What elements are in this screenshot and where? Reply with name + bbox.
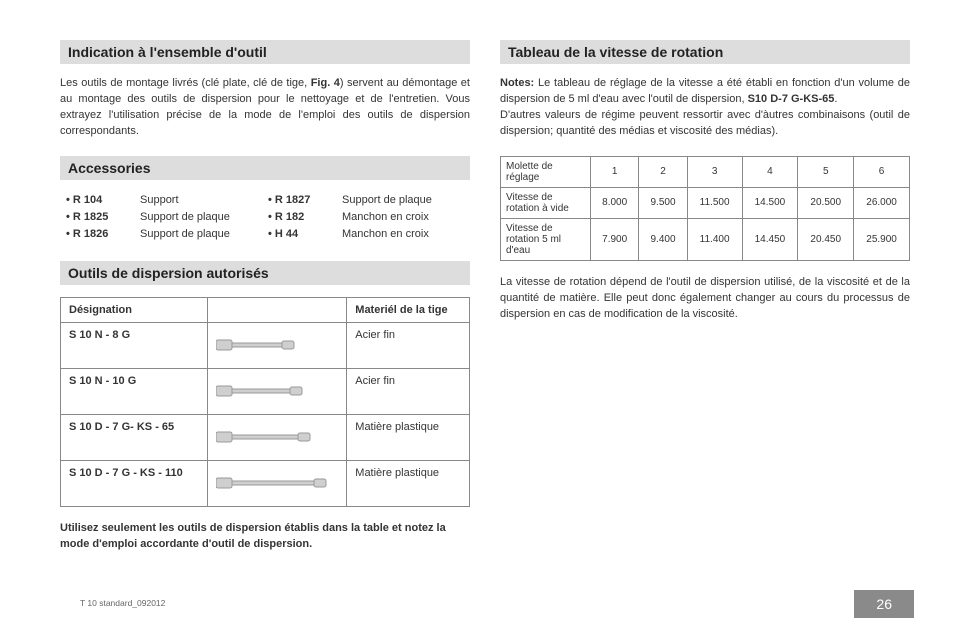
- speed-table: Molette de réglage123456 Vitesse de rota…: [500, 156, 910, 261]
- speed-header-row: Molette de réglage123456: [501, 156, 910, 187]
- fig-ref: Fig. 4: [311, 77, 340, 89]
- tool-name: S 10 N - 10 G: [61, 368, 208, 414]
- speed-row: Vitesse de rotation 5 ml d'eau7.9009.400…: [501, 218, 910, 260]
- speed-cell: 14.500: [742, 187, 798, 218]
- tool-material: Acier fin: [347, 368, 470, 414]
- tool-image-cell: [208, 368, 347, 414]
- accessory-desc: Support de plaque: [140, 226, 230, 243]
- speed-cell: 14.450: [742, 218, 798, 260]
- speed-col-header: 4: [742, 156, 798, 187]
- tool-image-cell: [208, 414, 347, 460]
- accessory-code: R 104: [66, 192, 140, 209]
- accessory-code: R 182: [268, 209, 342, 226]
- tool-ref: S10 D-7 G-KS-65: [748, 93, 835, 105]
- accessory-code: H 44: [268, 226, 342, 243]
- notes-label: Notes:: [500, 77, 534, 89]
- accessory-item: R 104Support: [66, 192, 268, 209]
- accessory-item: R 1826Support de plaque: [66, 226, 268, 243]
- accessory-desc: Manchon en croix: [342, 226, 429, 243]
- speed-col-header: 1: [591, 156, 639, 187]
- text: Les outils de montage livrés (clé plate,…: [60, 77, 311, 89]
- speed-cell: 9.400: [639, 218, 687, 260]
- page-content: Indication à l'ensemble d'outil Les outi…: [0, 0, 954, 553]
- accessory-item: R 1827Support de plaque: [268, 192, 470, 209]
- accessory-desc: Support: [140, 192, 179, 209]
- speed-cell: 9.500: [639, 187, 687, 218]
- accessory-item: R 1825Support de plaque: [66, 209, 268, 226]
- tool-name: S 10 D - 7 G - KS - 110: [61, 460, 208, 506]
- speed-cell: 20.500: [798, 187, 854, 218]
- speed-row-label: Vitesse de rotation à vide: [501, 187, 591, 218]
- speed-col-header: 2: [639, 156, 687, 187]
- tool-icon: [216, 333, 306, 357]
- table-row: S 10 N - 8 G Acier fin: [61, 322, 470, 368]
- tool-name: S 10 N - 8 G: [61, 322, 208, 368]
- accessory-code: R 1827: [268, 192, 342, 209]
- speed-cell: 11.500: [687, 187, 742, 218]
- accessory-code: R 1826: [66, 226, 140, 243]
- col-header-material: Materiél de la tige: [347, 297, 470, 322]
- tool-name: S 10 D - 7 G- KS - 65: [61, 414, 208, 460]
- speed-cell: 8.000: [591, 187, 639, 218]
- tool-image-cell: [208, 460, 347, 506]
- text: .: [834, 93, 837, 105]
- text: D'autres valeurs de régime peuvent resso…: [500, 109, 910, 137]
- section-heading-dispersion-tools: Outils de dispersion autorisés: [60, 261, 470, 285]
- tool-icon: [216, 471, 338, 495]
- accessory-code: R 1825: [66, 209, 140, 226]
- speed-row-label: Vitesse de rotation 5 ml d'eau: [501, 218, 591, 260]
- accessory-desc: Support de plaque: [140, 209, 230, 226]
- disclaimer-text: Utilisez seulement les outils de dispers…: [60, 521, 470, 553]
- accessory-item: H 44Manchon en croix: [268, 226, 470, 243]
- col-header-image: [208, 297, 347, 322]
- accessory-item: R 182Manchon en croix: [268, 209, 470, 226]
- speed-col-header: 6: [854, 156, 910, 187]
- table-header-row: Désignation Materiél de la tige: [61, 297, 470, 322]
- speed-cell: 25.900: [854, 218, 910, 260]
- right-column: Tableau de la vitesse de rotation Notes:…: [500, 40, 910, 553]
- tool-material: Matière plastique: [347, 460, 470, 506]
- speed-cell: 11.400: [687, 218, 742, 260]
- speed-col-header: 5: [798, 156, 854, 187]
- accessories-list: R 104SupportR 1827Support de plaqueR 182…: [60, 192, 470, 243]
- accessory-desc: Manchon en croix: [342, 209, 429, 226]
- page-number: 26: [854, 590, 914, 618]
- accessory-desc: Support de plaque: [342, 192, 432, 209]
- left-column: Indication à l'ensemble d'outil Les outi…: [60, 40, 470, 553]
- table-row: S 10 N - 10 G Acier fin: [61, 368, 470, 414]
- speed-cell: 20.450: [798, 218, 854, 260]
- tool-material: Matière plastique: [347, 414, 470, 460]
- table-row: S 10 D - 7 G - KS - 110 Matière plastique: [61, 460, 470, 506]
- tool-image-cell: [208, 322, 347, 368]
- paragraph-tools: Les outils de montage livrés (clé plate,…: [60, 76, 470, 140]
- section-heading-accessories: Accessories: [60, 156, 470, 180]
- speed-col-label: Molette de réglage: [501, 156, 591, 187]
- paragraph-notes: Notes: Le tableau de réglage de la vites…: [500, 76, 910, 140]
- tool-icon: [216, 425, 322, 449]
- tool-icon: [216, 379, 314, 403]
- paragraph-speed-note: La vitesse de rotation dépend de l'outil…: [500, 275, 910, 323]
- section-heading-tools: Indication à l'ensemble d'outil: [60, 40, 470, 64]
- tool-material: Acier fin: [347, 322, 470, 368]
- col-header-designation: Désignation: [61, 297, 208, 322]
- speed-row: Vitesse de rotation à vide8.0009.50011.5…: [501, 187, 910, 218]
- speed-cell: 26.000: [854, 187, 910, 218]
- table-row: S 10 D - 7 G- KS - 65 Matière plastique: [61, 414, 470, 460]
- text: Le tableau de réglage de la vitesse a ét…: [500, 77, 910, 105]
- speed-cell: 7.900: [591, 218, 639, 260]
- speed-col-header: 3: [687, 156, 742, 187]
- tools-table: Désignation Materiél de la tige S 10 N -…: [60, 297, 470, 507]
- section-heading-speed: Tableau de la vitesse de rotation: [500, 40, 910, 64]
- footer-doc-id: T 10 standard_092012: [80, 598, 165, 608]
